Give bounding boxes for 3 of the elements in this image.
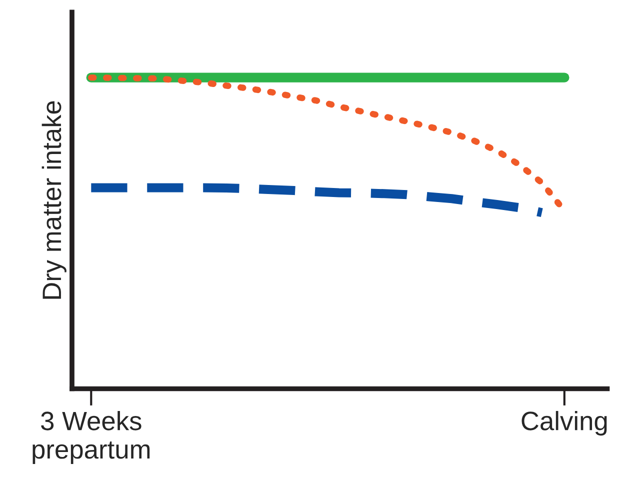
x-tick-label: 3 Weeks prepartum	[32, 410, 150, 464]
x-tick-label: Calving	[522, 410, 607, 436]
y-axis-title: Dry matter intake	[42, 101, 66, 299]
